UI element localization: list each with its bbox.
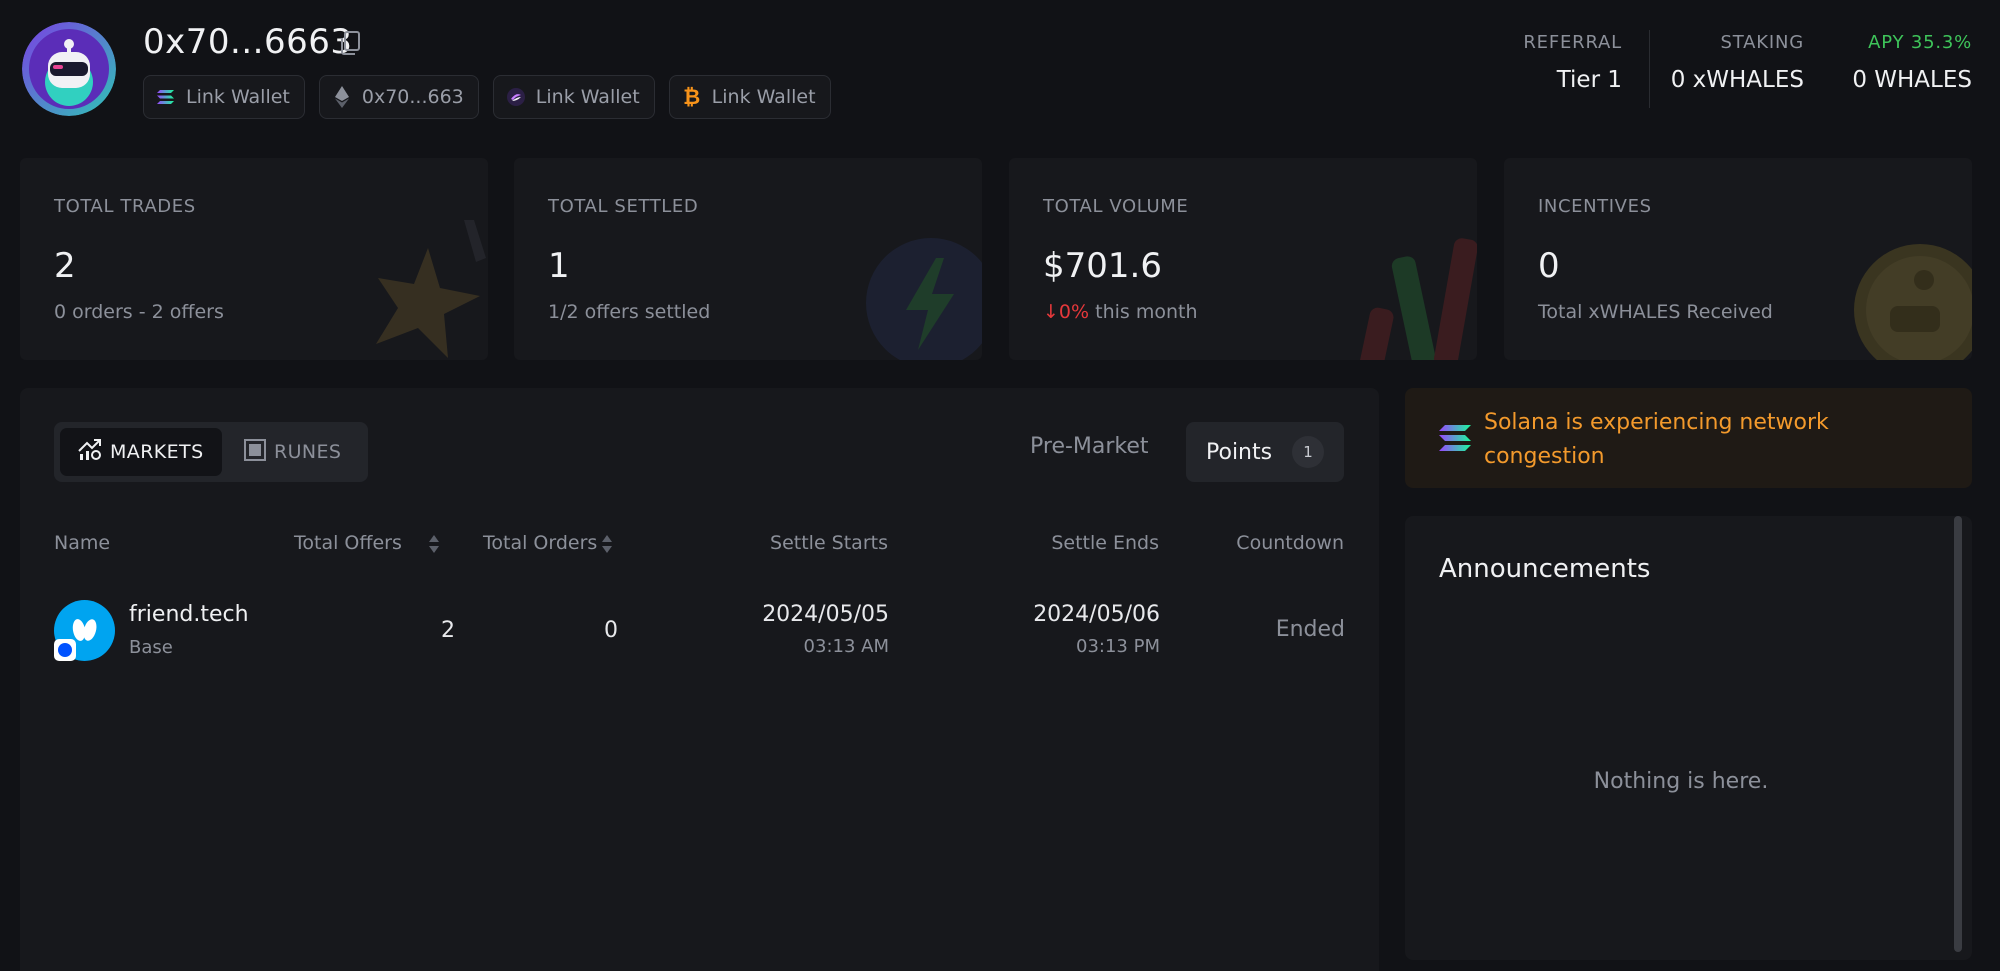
- incentives-card: INCENTIVES 0 Total xWHALES Received: [1504, 158, 1972, 360]
- runes-toggle-button[interactable]: RUNES: [226, 428, 359, 476]
- points-count-badge: 1: [1292, 436, 1324, 468]
- announcements-panel: Announcements Nothing is here.: [1405, 516, 1972, 960]
- column-header-total-offers[interactable]: Total Offers: [294, 532, 440, 554]
- solana-icon: [156, 87, 176, 107]
- settle-starts-time: 03:13 AM: [803, 636, 889, 657]
- wallet-label: 0x70...663: [361, 86, 464, 108]
- change-period: this month: [1095, 301, 1198, 323]
- card-label: INCENTIVES: [1538, 196, 1652, 217]
- card-subtext: 0 orders - 2 offers: [54, 301, 224, 323]
- card-subtext: Total xWHALES Received: [1538, 301, 1773, 323]
- divider: [1649, 30, 1650, 108]
- column-header-settle-starts: Settle Starts: [770, 532, 888, 554]
- profile-header: 0x70...6663 Link Wallet 0x70...663: [0, 0, 2000, 140]
- wallet-links: Link Wallet 0x70...663 Link Wallet ₿ Lin…: [143, 75, 831, 119]
- column-header-settle-ends: Settle Ends: [1051, 532, 1159, 554]
- total-settled-card: TOTAL SETTLED 1 1/2 offers settled: [514, 158, 982, 360]
- friend-tech-logo: [54, 600, 115, 661]
- copy-icon[interactable]: [338, 30, 364, 58]
- coin-icon: [1850, 240, 1972, 360]
- column-header-label: Total Offers: [294, 532, 402, 554]
- card-subtext: 1/2 offers settled: [548, 301, 711, 323]
- card-value: 0: [1538, 246, 1560, 286]
- staking-value: 0 xWHALES: [1670, 67, 1804, 93]
- arrow-down-icon: ↓: [1043, 301, 1059, 323]
- tab-points[interactable]: Points 1: [1186, 422, 1344, 482]
- ethereum-icon: [332, 86, 352, 108]
- alert-message: Solana is experiencing network congestio…: [1484, 410, 1829, 469]
- staking-label: STAKING: [1720, 32, 1804, 53]
- apy-stat: APY 35.3% 0 WHALES: [1852, 32, 1972, 93]
- card-value: $701.6: [1043, 246, 1162, 286]
- markets-toggle-button[interactable]: MARKETS: [60, 428, 222, 476]
- staking-stat: STAKING 0 xWHALES: [1671, 32, 1804, 93]
- market-chain: Base: [129, 637, 173, 658]
- sui-icon: [506, 87, 526, 107]
- total-volume-card: TOTAL VOLUME $701.6 ↓0% this month: [1009, 158, 1477, 360]
- card-label: TOTAL TRADES: [54, 196, 196, 217]
- market-type-toggle: MARKETS RUNES: [54, 422, 368, 482]
- market-name[interactable]: friend.tech: [129, 602, 249, 627]
- announcements-title: Announcements: [1439, 554, 1651, 584]
- column-header-total-orders[interactable]: Total Orders: [483, 532, 613, 554]
- total-orders-value: 0: [604, 618, 618, 643]
- markets-panel: MARKETS RUNES Pre-Market Points 1 Name T…: [20, 388, 1379, 971]
- column-header-name: Name: [54, 532, 111, 554]
- card-label: TOTAL SETTLED: [548, 196, 699, 217]
- volume-change: ↓0% this month: [1043, 301, 1198, 323]
- column-header-countdown: Countdown: [1236, 532, 1344, 554]
- chart-bars-icon: [1358, 238, 1477, 360]
- wallet-address: 0x70...6663: [143, 22, 353, 62]
- ethereum-wallet-button[interactable]: 0x70...663: [318, 75, 479, 119]
- total-offers-value: 2: [441, 618, 455, 643]
- runes-icon: [244, 438, 266, 466]
- referral-tier: Tier 1: [1556, 67, 1622, 93]
- link-sui-wallet-button[interactable]: Link Wallet: [492, 75, 655, 119]
- change-percent: 0%: [1058, 301, 1090, 323]
- lightning-icon: [866, 238, 982, 360]
- countdown-status: Ended: [1275, 617, 1345, 642]
- scrollbar[interactable]: [1954, 516, 1962, 952]
- settle-ends-date: 2024/05/06: [1033, 602, 1160, 627]
- wallet-label: Link Wallet: [711, 86, 816, 108]
- whales-balance: 0 WHALES: [1852, 67, 1972, 93]
- avatar: [22, 22, 116, 116]
- card-value: 1: [548, 246, 570, 286]
- solana-icon: [1439, 424, 1471, 452]
- referral-label: REFERRAL: [1523, 32, 1622, 53]
- network-alert: Solana is experiencing network congestio…: [1405, 388, 1972, 488]
- runes-label: RUNES: [274, 441, 342, 463]
- sort-icon[interactable]: [428, 534, 440, 554]
- sort-icon[interactable]: [601, 534, 613, 554]
- star-icon: [368, 218, 488, 360]
- settle-ends-time: 03:13 PM: [1076, 636, 1160, 657]
- link-solana-wallet-button[interactable]: Link Wallet: [143, 75, 305, 119]
- empty-state: Nothing is here.: [1593, 769, 1769, 794]
- tab-points-label: Points: [1206, 439, 1273, 465]
- card-label: TOTAL VOLUME: [1043, 196, 1189, 217]
- wallet-label: Link Wallet: [186, 86, 290, 108]
- apy-label: APY 35.3%: [1868, 32, 1972, 53]
- settle-starts-date: 2024/05/05: [762, 602, 889, 627]
- markets-label: MARKETS: [110, 441, 204, 463]
- referral-stat: REFERRAL Tier 1: [1523, 32, 1622, 93]
- link-bitcoin-wallet-button[interactable]: ₿ Link Wallet: [668, 75, 831, 119]
- column-header-label: Total Orders: [483, 532, 598, 554]
- card-value: 2: [54, 246, 76, 286]
- tab-pre-market[interactable]: Pre-Market: [1030, 434, 1149, 459]
- bitcoin-icon: ₿: [683, 84, 701, 109]
- total-trades-card: TOTAL TRADES 2 0 orders - 2 offers: [20, 158, 488, 360]
- wallet-label: Link Wallet: [535, 86, 640, 108]
- markets-icon: [78, 438, 102, 466]
